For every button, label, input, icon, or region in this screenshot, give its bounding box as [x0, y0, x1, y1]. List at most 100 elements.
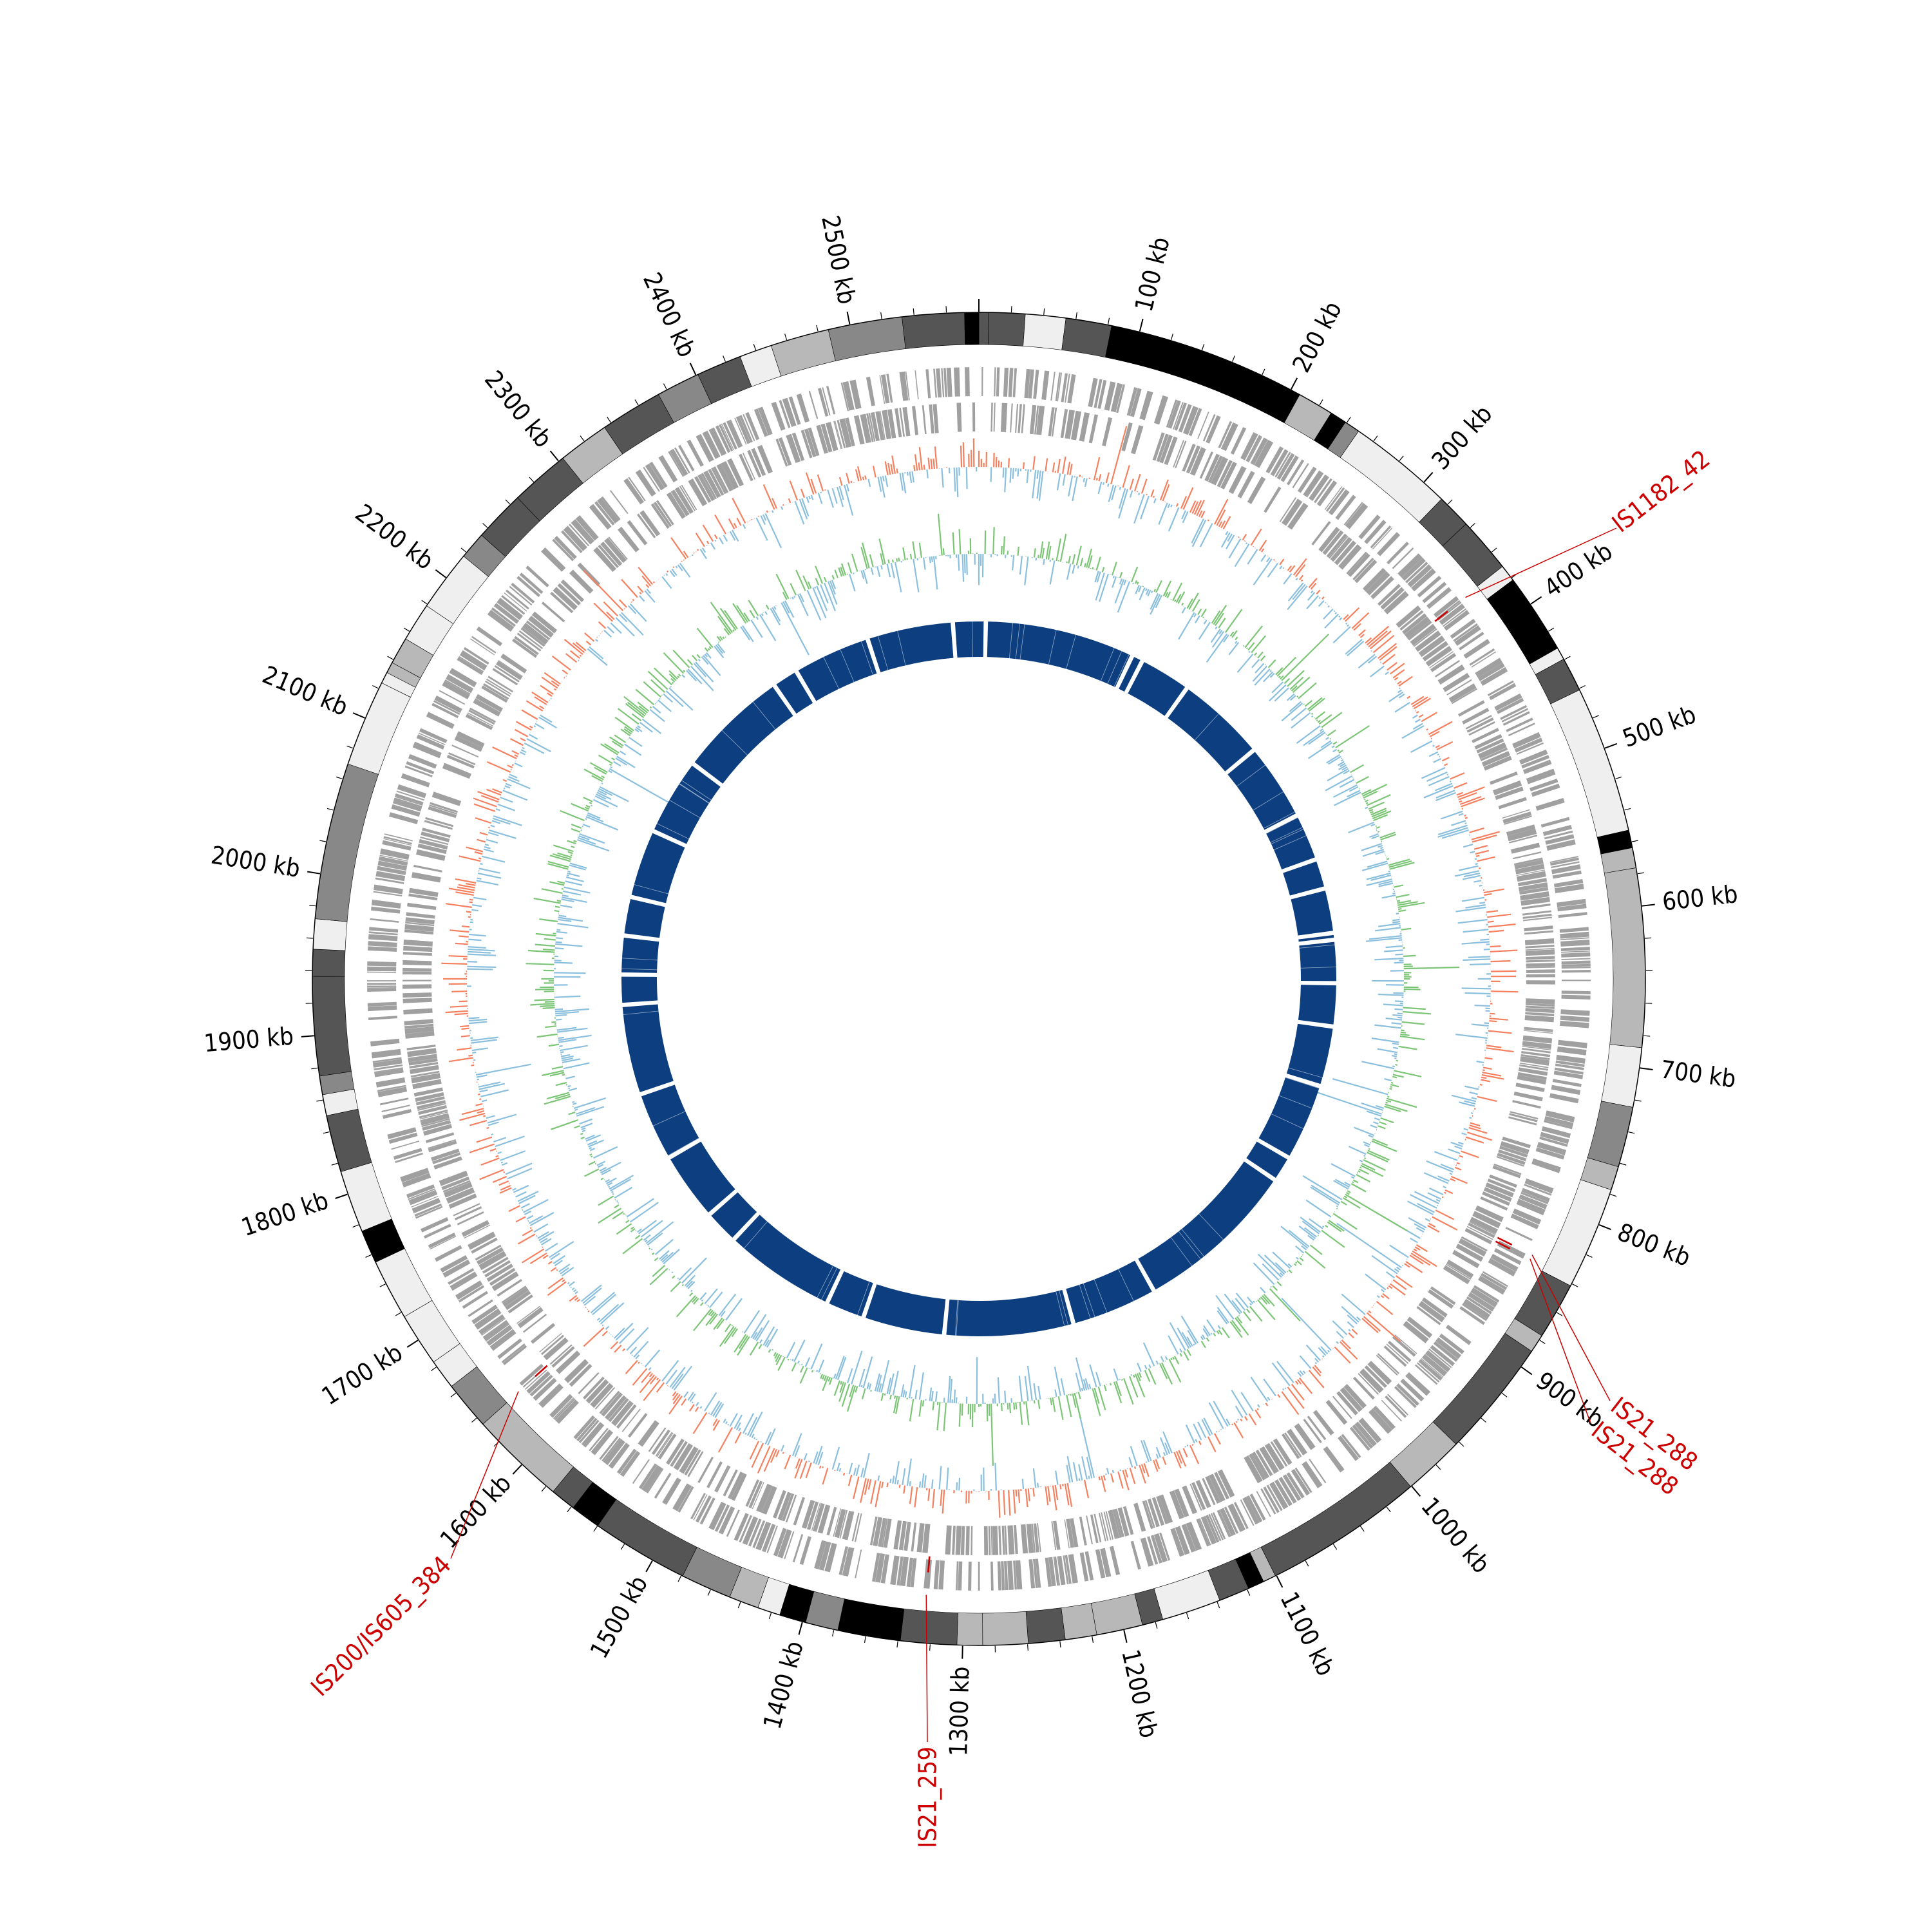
gene-feature	[1345, 503, 1368, 529]
gene-feature	[1322, 530, 1344, 555]
gene-feature	[601, 496, 621, 521]
gene-feature	[1425, 1350, 1451, 1372]
gene-feature	[416, 849, 446, 861]
gene-feature	[1309, 1458, 1327, 1484]
gene-feature	[1531, 1158, 1561, 1173]
gene-feature	[1407, 564, 1432, 588]
gene-feature	[1386, 1343, 1409, 1364]
gene-feature	[415, 1096, 445, 1106]
homology-hairline	[869, 638, 881, 673]
gene-feature	[599, 1390, 620, 1414]
gene-feature	[1561, 958, 1591, 960]
insertion-sequence-leader	[1531, 1255, 1611, 1401]
gene-feature	[1525, 947, 1555, 951]
homology-hairline	[1107, 651, 1122, 684]
insertion-sequence-mark	[1434, 611, 1448, 622]
gene-feature	[1473, 1285, 1500, 1303]
gene-feature	[1535, 797, 1565, 811]
gene-feature	[1561, 966, 1591, 969]
gene-feature	[899, 408, 905, 437]
gene-feature	[1498, 797, 1527, 810]
gene-feature	[441, 1176, 470, 1191]
karyotype-band	[597, 1499, 697, 1577]
major-tick	[1530, 596, 1542, 605]
minor-tick	[723, 355, 726, 362]
gene-feature	[541, 601, 565, 623]
gene-feature	[458, 1285, 484, 1303]
gene-feature	[911, 1522, 917, 1552]
gene-feature	[1525, 1005, 1555, 1009]
gene-feature	[488, 676, 514, 693]
gene-feature	[1516, 1198, 1546, 1216]
gene-feature	[1028, 1559, 1036, 1589]
homology-hairline	[634, 884, 668, 895]
gene-feature	[374, 1068, 404, 1077]
gene-feature	[1159, 1532, 1171, 1561]
gene-feature	[1151, 1497, 1165, 1526]
gene-feature	[375, 877, 404, 884]
gene-feature	[723, 422, 737, 450]
gene-feature	[417, 843, 447, 855]
gene-feature	[834, 1508, 846, 1539]
homology-hairline	[1170, 1237, 1193, 1266]
insertion-sequence-label: IS1182_42	[1607, 444, 1715, 538]
gene-feature	[519, 1363, 544, 1386]
gene-feature	[1004, 1525, 1008, 1555]
gene-feature	[643, 466, 660, 492]
gene-feature	[1181, 1524, 1197, 1553]
gene-feature	[533, 1378, 557, 1401]
gene-feature	[1130, 388, 1142, 417]
gene-feature	[1260, 1488, 1276, 1515]
minor-tick	[1501, 1392, 1508, 1397]
minor-tick	[580, 435, 585, 442]
insertion-sequence-leader	[450, 1391, 519, 1559]
gene-feature	[673, 1443, 694, 1471]
gene-feature	[714, 1504, 730, 1532]
gene-feature	[1170, 1528, 1185, 1557]
gene-feature	[678, 444, 695, 471]
gene-feature	[1514, 737, 1543, 753]
gene-feature	[1274, 451, 1291, 478]
gene-feature	[1217, 1510, 1231, 1538]
gene-feature	[1265, 446, 1284, 474]
gene-feature	[374, 1064, 403, 1071]
minor-tick	[1586, 1254, 1593, 1258]
homology-block	[776, 672, 813, 714]
gene-feature	[397, 784, 426, 799]
karyotype-band	[1090, 1593, 1143, 1636]
gene-feature	[817, 1504, 831, 1534]
gene-feature	[808, 427, 820, 457]
gene-feature	[786, 433, 801, 464]
tick-label: 400 kb	[1539, 537, 1618, 603]
gene-feature	[1439, 603, 1465, 625]
gene-feature	[1273, 1438, 1293, 1465]
gene-feature	[1284, 1432, 1302, 1457]
homology-block	[631, 833, 685, 904]
gene-feature	[450, 1271, 478, 1291]
gene-feature	[1303, 470, 1324, 498]
gene-feature	[1394, 1334, 1417, 1354]
gene-feature	[413, 864, 442, 873]
gene-feature	[476, 1247, 504, 1265]
gene-feature	[405, 922, 435, 927]
gene-feature	[1358, 515, 1381, 540]
gene-feature	[380, 848, 410, 860]
major-tick	[435, 569, 446, 578]
gene-feature	[1385, 1395, 1407, 1418]
gene-feature	[635, 469, 656, 497]
insertion-sequence-label: IS21_259	[914, 1747, 942, 1848]
gene-feature	[711, 467, 726, 495]
gene-feature	[748, 1519, 762, 1547]
gene-feature	[551, 1346, 575, 1368]
gene-feature	[404, 765, 433, 778]
gene-feature	[1410, 623, 1437, 646]
gene-feature	[1269, 1481, 1289, 1510]
insertion-sequence-mark	[927, 1556, 931, 1573]
gene-feature	[1472, 728, 1499, 743]
gene-feature	[519, 573, 544, 594]
gene-feature	[611, 1400, 634, 1426]
gene-feature	[938, 1560, 945, 1590]
gene-feature	[1264, 486, 1282, 513]
gene-feature	[1205, 1515, 1220, 1543]
gene-feature	[1330, 536, 1352, 562]
